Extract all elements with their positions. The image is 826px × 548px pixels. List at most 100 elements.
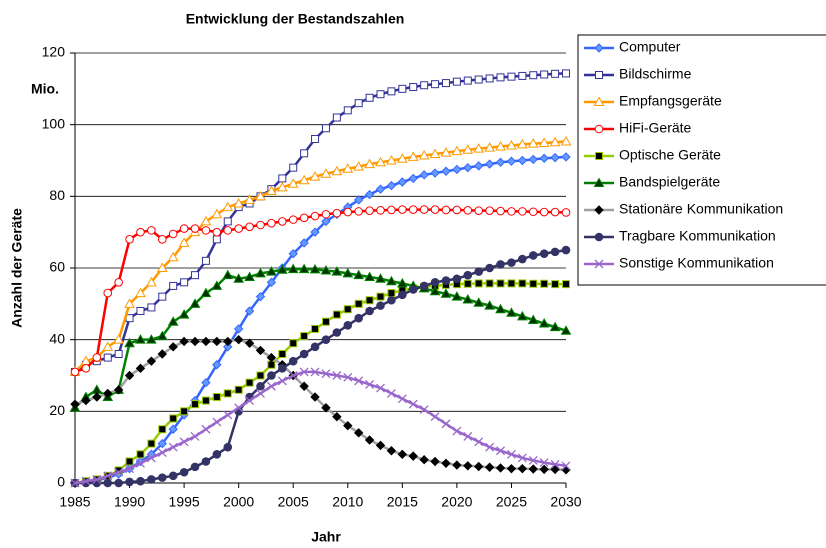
- marker: [168, 229, 178, 239]
- x-tick-label: 2010: [332, 494, 363, 510]
- marker: [375, 273, 386, 283]
- marker: [256, 388, 265, 398]
- marker: [364, 271, 375, 281]
- marker: [266, 185, 277, 195]
- marker: [223, 389, 232, 398]
- marker: [594, 124, 604, 134]
- marker: [124, 370, 135, 381]
- marker: [506, 307, 517, 317]
- marker: [463, 162, 473, 173]
- marker: [178, 237, 190, 247]
- series-line: [74, 140, 567, 373]
- marker: [354, 99, 363, 108]
- marker: [452, 426, 462, 436]
- marker: [397, 177, 408, 187]
- marker: [550, 247, 560, 257]
- marker: [353, 195, 364, 205]
- marker: [92, 474, 102, 484]
- legend-label: Optische Geräte: [619, 147, 721, 163]
- marker: [518, 71, 527, 80]
- marker: [452, 77, 461, 86]
- marker: [518, 207, 527, 216]
- marker: [300, 149, 309, 158]
- marker: [103, 288, 113, 298]
- marker: [157, 438, 167, 449]
- marker: [136, 450, 145, 459]
- marker: [331, 165, 343, 176]
- marker: [451, 145, 463, 156]
- marker: [365, 93, 374, 102]
- marker: [506, 449, 516, 459]
- marker: [332, 208, 342, 218]
- x-tick-label: 2020: [441, 494, 472, 510]
- marker: [136, 227, 145, 237]
- x-tick-label: 2025: [496, 494, 527, 510]
- marker: [485, 442, 495, 452]
- x-tick-label: 1990: [114, 494, 145, 510]
- marker: [92, 392, 102, 402]
- marker: [191, 400, 200, 409]
- marker: [311, 324, 320, 333]
- marker: [288, 248, 298, 259]
- series-line: [74, 208, 567, 374]
- marker: [397, 394, 407, 404]
- marker: [332, 113, 341, 122]
- marker: [321, 124, 330, 133]
- marker: [310, 211, 320, 221]
- marker: [179, 336, 189, 347]
- marker: [266, 352, 277, 363]
- legend-label: Sonstige Kommunikation: [619, 255, 774, 271]
- marker: [234, 403, 244, 413]
- marker: [189, 298, 201, 308]
- marker: [462, 294, 474, 304]
- marker: [233, 273, 245, 283]
- marker: [244, 194, 255, 204]
- marker: [320, 168, 332, 178]
- marker: [418, 149, 430, 160]
- marker: [343, 321, 353, 330]
- chart-title: Entwicklung der Bestandszahlen: [186, 11, 405, 27]
- marker: [157, 235, 167, 244]
- marker: [496, 260, 505, 269]
- marker: [528, 455, 538, 465]
- marker: [278, 217, 287, 226]
- series-line: [75, 248, 567, 485]
- marker: [125, 477, 134, 487]
- marker: [408, 285, 418, 294]
- marker: [278, 174, 287, 183]
- marker: [135, 287, 146, 298]
- marker: [398, 84, 407, 93]
- marker: [343, 420, 353, 431]
- marker: [484, 159, 495, 169]
- marker: [430, 456, 440, 467]
- marker: [463, 461, 473, 471]
- marker: [156, 262, 168, 272]
- marker: [102, 341, 114, 351]
- marker: [321, 216, 331, 227]
- marker: [365, 306, 374, 316]
- marker: [255, 267, 266, 278]
- marker: [595, 71, 603, 79]
- marker: [594, 205, 604, 215]
- marker: [485, 279, 494, 288]
- marker: [441, 458, 451, 468]
- marker: [299, 367, 309, 377]
- marker: [419, 281, 429, 291]
- marker: [430, 205, 440, 214]
- marker: [343, 106, 352, 115]
- marker: [353, 428, 364, 438]
- marker: [320, 264, 332, 275]
- marker: [167, 316, 179, 326]
- marker: [146, 276, 157, 287]
- marker: [463, 76, 472, 85]
- marker: [549, 321, 561, 332]
- marker: [561, 208, 571, 217]
- marker: [529, 71, 538, 80]
- series-line: [74, 155, 567, 485]
- marker: [452, 205, 462, 215]
- marker: [332, 328, 342, 337]
- marker: [495, 157, 506, 167]
- marker: [451, 291, 463, 301]
- marker: [429, 148, 441, 159]
- marker: [156, 330, 168, 341]
